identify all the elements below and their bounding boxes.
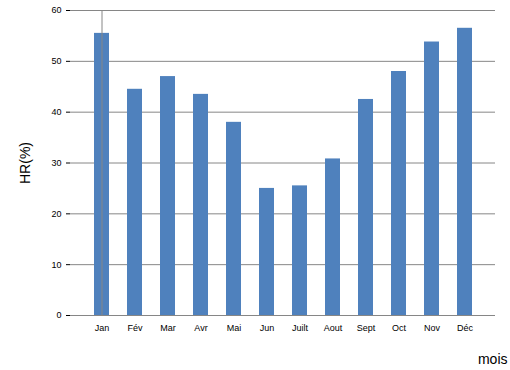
svg-text:Déc: Déc: [457, 323, 474, 333]
svg-text:Fév: Fév: [127, 323, 143, 333]
svg-text:60: 60: [51, 5, 61, 15]
svg-text:mois: mois: [478, 351, 508, 367]
svg-text:0: 0: [56, 310, 61, 320]
svg-text:Nov: Nov: [424, 323, 441, 333]
svg-text:50: 50: [51, 56, 61, 66]
svg-text:20: 20: [51, 209, 61, 219]
svg-text:Oct: Oct: [392, 323, 407, 333]
svg-text:Mai: Mai: [227, 323, 242, 333]
svg-text:Jan: Jan: [95, 323, 110, 333]
svg-text:Juilt: Juilt: [292, 323, 309, 333]
svg-text:Sept: Sept: [357, 323, 376, 333]
svg-text:Jun: Jun: [260, 323, 275, 333]
svg-text:HR(%): HR(%): [17, 142, 33, 184]
svg-text:10: 10: [51, 260, 61, 270]
svg-text:Avr: Avr: [194, 323, 207, 333]
svg-text:30: 30: [51, 158, 61, 168]
svg-text:40: 40: [51, 107, 61, 117]
svg-text:Aout: Aout: [324, 323, 343, 333]
svg-text:Mar: Mar: [160, 323, 176, 333]
